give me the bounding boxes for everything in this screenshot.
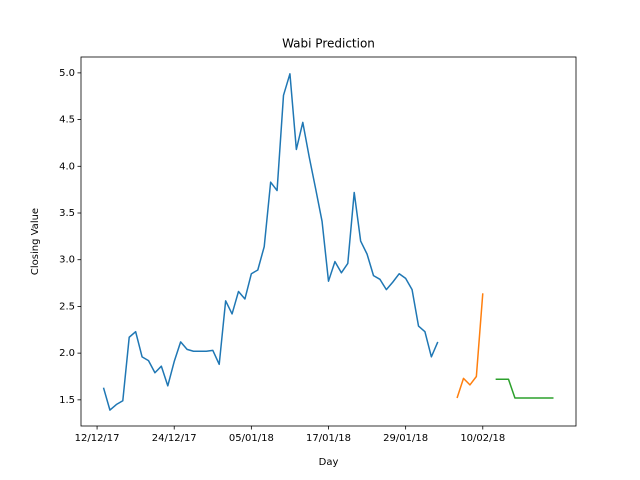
- data-line: [495, 378, 554, 399]
- y-tick-label: 2.0: [59, 348, 75, 359]
- y-tick-label: 5.0: [59, 68, 75, 79]
- y-tick-label: 1.5: [59, 395, 75, 406]
- plot-frame: [80, 56, 577, 427]
- data-line: [102, 73, 439, 411]
- x-tick-label: 10/02/18: [460, 433, 505, 444]
- y-tick-label: 4.5: [59, 115, 75, 126]
- chart-title: Wabi Prediction: [282, 37, 375, 51]
- y-tick-label: 3.5: [59, 208, 75, 219]
- x-tick-label: 12/12/17: [75, 433, 120, 444]
- y-tick-label: 3.0: [59, 255, 75, 266]
- x-tick-label: 05/01/18: [229, 433, 274, 444]
- x-tick-label: 24/12/17: [152, 433, 197, 444]
- y-axis-label: Closing Value: [30, 208, 41, 275]
- x-tick-label: 17/01/18: [306, 433, 351, 444]
- y-tick-label: 2.5: [59, 301, 75, 312]
- x-axis-label: Day: [319, 457, 339, 468]
- data-line: [456, 293, 484, 399]
- x-tick-label: 29/01/18: [383, 433, 428, 444]
- y-tick-label: 4.0: [59, 161, 75, 172]
